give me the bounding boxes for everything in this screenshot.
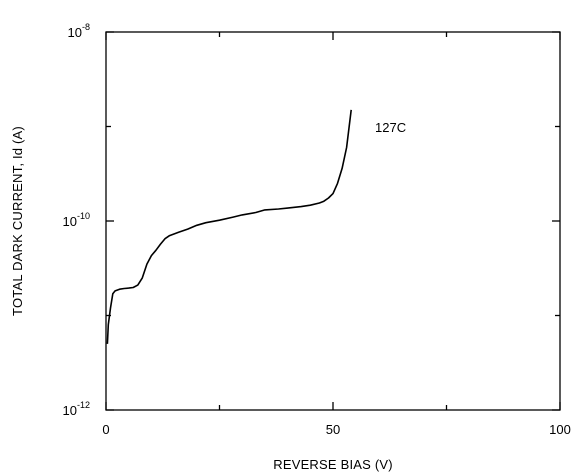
y-tick-exponent: -10 <box>77 211 90 221</box>
y-tick-label: 10-12 <box>63 400 90 418</box>
x-tick-label: 100 <box>549 422 571 437</box>
y-tick-base: 10 <box>68 25 82 40</box>
series-line <box>106 109 352 344</box>
y-tick-label: 10-8 <box>68 22 90 40</box>
y-tick-base: 10 <box>63 214 77 229</box>
series-label-127c: 127C <box>375 120 406 135</box>
y-axis-title: TOTAL DARK CURRENT, Id (A) <box>10 126 25 316</box>
y-tick-exponent: -8 <box>82 22 90 32</box>
y-tick-base: 10 <box>63 403 77 418</box>
y-tick-exponent: -12 <box>77 400 90 410</box>
y-tick-label: 10-10 <box>63 211 90 229</box>
plot-frame <box>105 31 561 411</box>
data-series <box>106 109 352 344</box>
x-axis-title: REVERSE BIAS (V) <box>273 457 393 472</box>
x-tick-label: 0 <box>102 422 109 437</box>
tick-marks <box>105 31 561 411</box>
x-tick-label: 50 <box>326 422 340 437</box>
